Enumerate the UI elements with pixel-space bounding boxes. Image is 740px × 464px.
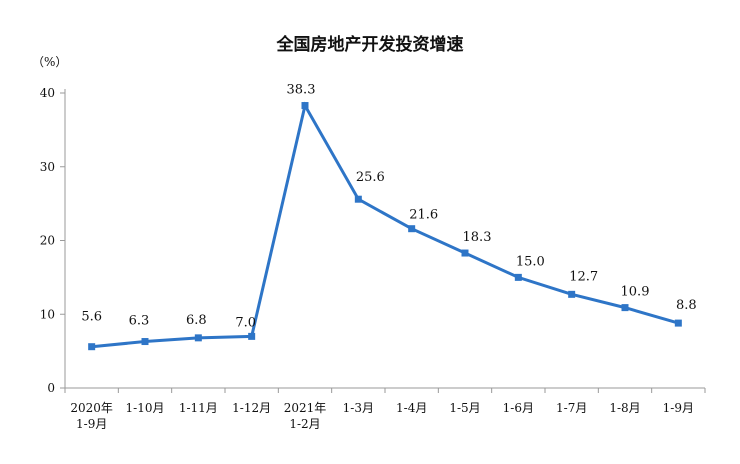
data-point-marker (141, 338, 149, 346)
x-tick-label: 1-11月 (179, 401, 218, 415)
x-tick-label: 1-7月 (556, 401, 587, 415)
data-point-marker (461, 249, 469, 257)
y-tick-label: 10 (40, 307, 55, 321)
data-label: 10.9 (621, 285, 650, 300)
x-tick-label: 1-4月 (396, 401, 427, 415)
data-point-marker (514, 273, 522, 281)
x-tick-label: 1-9月 (663, 401, 694, 415)
x-tick-label: 2020年 (70, 401, 113, 415)
data-label: 21.6 (409, 208, 438, 223)
axes (64, 89, 705, 389)
chart-title: 全国房地产开发投资增速 (276, 35, 464, 55)
x-tick-label: 1-3月 (343, 401, 374, 415)
data-point-marker (88, 343, 96, 351)
data-label: 15.0 (516, 254, 545, 269)
x-tick-label: 1-10月 (126, 401, 165, 415)
data-point-marker (248, 332, 256, 340)
data-label: 5.6 (81, 310, 102, 325)
data-point-marker (194, 334, 202, 342)
y-tick-label: 30 (40, 160, 55, 174)
x-tick-label: 1-6月 (503, 401, 534, 415)
x-tick-label: 1-12月 (232, 401, 271, 415)
y-tick-label: 40 (40, 86, 55, 100)
data-point-marker (568, 290, 576, 298)
y-tick-label: 20 (40, 234, 55, 248)
y-tick-label: 0 (47, 381, 55, 395)
data-label: 7.0 (235, 315, 256, 330)
y-axis-ticks: 0 10 20 30 40 (40, 86, 65, 395)
x-axis-ticks: 2020年 1-9月 1-10月 1-11月 1-12月 2021年 1-2月 1-3月 1-4… (64, 388, 706, 431)
data-labels: 5.6 6.3 6.8 7.0 38.3 25.6 21.6 18.3 15.0 12.7 10.9… (81, 83, 696, 331)
x-tick-label: 1-5月 (449, 401, 480, 415)
data-label: 12.7 (569, 269, 598, 284)
data-label: 6.3 (129, 314, 150, 329)
x-tick-label: 1-8月 (609, 401, 640, 415)
data-point-marker (354, 195, 362, 203)
data-point-marker (301, 102, 309, 110)
series-line (91, 101, 679, 349)
y-axis-unit-label: （%） (32, 55, 67, 69)
data-point-marker (674, 319, 682, 327)
data-point-marker (408, 225, 416, 233)
data-label: 6.8 (186, 313, 207, 328)
data-point-marker (621, 304, 629, 312)
data-label: 25.6 (356, 170, 385, 185)
data-label: 8.8 (676, 298, 697, 313)
data-label: 18.3 (463, 230, 492, 245)
data-label: 38.3 (287, 83, 316, 98)
x-tick-label: 1-2月 (289, 417, 320, 431)
x-tick-label: 2021年 (284, 401, 327, 415)
data-markers (88, 102, 682, 351)
x-tick-label: 1-9月 (76, 417, 107, 431)
